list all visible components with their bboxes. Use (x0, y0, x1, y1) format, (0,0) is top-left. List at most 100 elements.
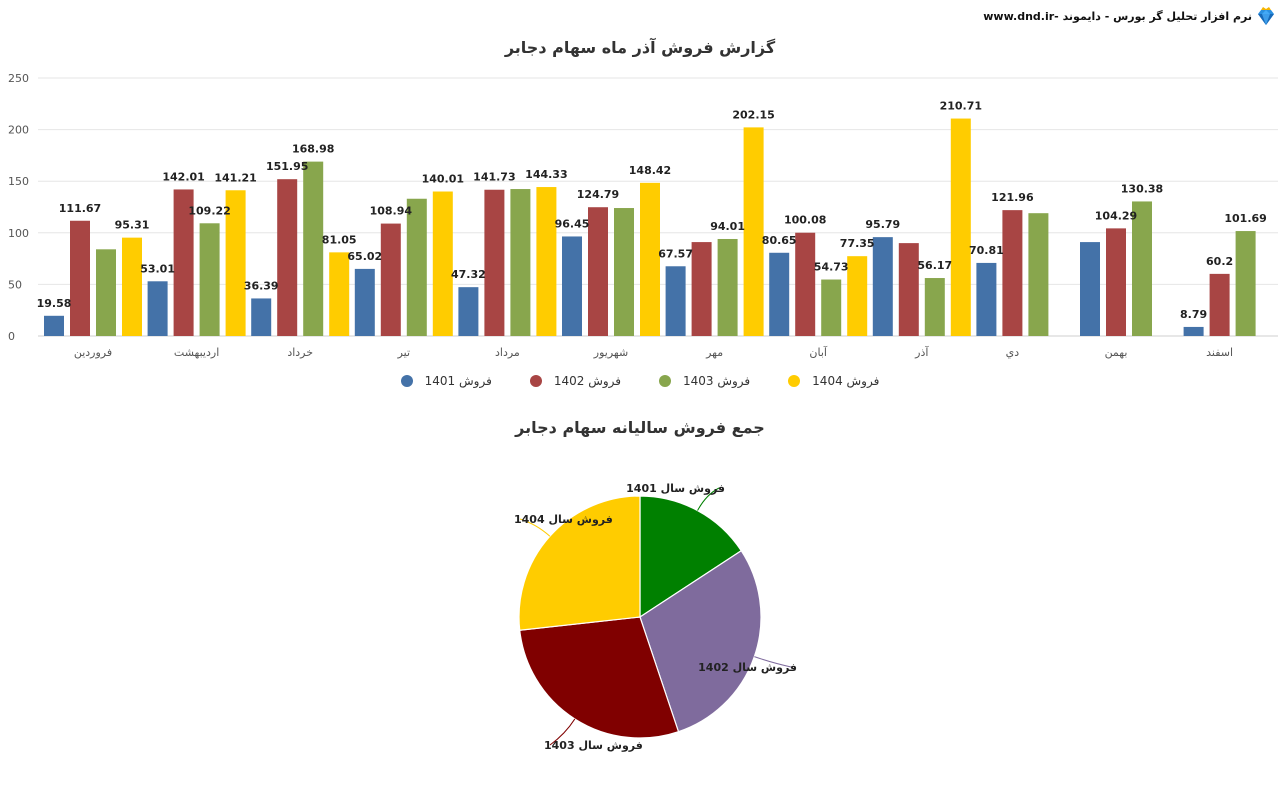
data-label: 101.69 (1224, 212, 1266, 225)
data-label: 144.33 (525, 168, 567, 181)
x-tick-label: اردیبهشت (174, 346, 219, 359)
x-tick-label: آبان (809, 345, 827, 359)
y-tick-label: 50 (8, 278, 22, 291)
bar[interactable] (432, 191, 453, 336)
bar[interactable] (976, 262, 997, 336)
bar[interactable] (122, 237, 142, 336)
legend-item[interactable]: فروش 1404 (788, 374, 879, 388)
legend-item[interactable]: فروش 1403 (659, 374, 750, 388)
bar[interactable] (821, 279, 842, 336)
legend-item[interactable]: فروش 1402 (529, 374, 621, 388)
bar[interactable] (1106, 228, 1126, 336)
bar[interactable] (562, 236, 582, 336)
legend-item[interactable]: فروش 1401 (400, 374, 492, 388)
bar-chart-title: گزارش فروش آذر ماه سهام دجابر (504, 38, 776, 57)
data-label: 47.32 (451, 268, 486, 281)
bar[interactable] (484, 189, 505, 336)
bar-series (44, 118, 1256, 337)
bar[interactable] (70, 220, 90, 336)
legend-dot-icon (788, 375, 801, 387)
bar[interactable] (898, 243, 919, 336)
data-label: 148.42 (629, 164, 671, 177)
bar[interactable] (665, 266, 686, 336)
bar[interactable] (588, 207, 608, 336)
bar[interactable] (44, 315, 64, 336)
chart-legend: فروش 1401 فروش 1402 فروش 1403 فروش 1404 (0, 374, 1280, 388)
data-label: 151.95 (266, 160, 308, 173)
x-tick-label: آذر (914, 345, 929, 359)
bar[interactable] (640, 182, 660, 336)
data-label: 60.2 (1206, 255, 1233, 268)
x-tick-label: مرداد (495, 346, 520, 359)
data-label: 94.01 (710, 220, 745, 233)
x-axis-labels: فروردین اردیبهشت خرداد تیر مرداد شهریور مهر آبا… (74, 345, 1233, 359)
bar[interactable] (1183, 326, 1204, 336)
bar[interactable] (1002, 210, 1023, 336)
data-label: 70.81 (969, 244, 1004, 257)
bar[interactable] (691, 242, 712, 336)
bar[interactable] (924, 278, 945, 336)
bar[interactable] (614, 208, 634, 336)
pie-slice[interactable] (518, 495, 641, 631)
x-tick-label: دي (1006, 346, 1020, 359)
y-axis-ticks: 0 50 100 150 200 250 (8, 72, 29, 343)
x-tick-label: بهمن (1105, 346, 1128, 359)
pie-slices (518, 495, 762, 739)
bar[interactable] (354, 268, 375, 336)
x-tick-label: اسفند (1206, 346, 1233, 359)
x-tick-label: تیر (397, 346, 410, 359)
bar[interactable] (795, 232, 816, 336)
x-tick-label: خرداد (287, 346, 313, 359)
bar[interactable] (406, 198, 427, 336)
legend-dot-icon (529, 375, 542, 387)
y-tick-label: 200 (8, 124, 29, 137)
bar[interactable] (199, 223, 220, 336)
bar[interactable] (251, 298, 272, 336)
bar[interactable] (1209, 273, 1230, 336)
legend-dot-icon (400, 375, 413, 387)
bar[interactable] (769, 252, 790, 336)
bar[interactable] (1028, 213, 1049, 336)
bar[interactable] (277, 179, 298, 336)
bar[interactable] (1080, 242, 1100, 336)
bar[interactable] (847, 256, 868, 336)
leader-line (697, 487, 720, 511)
bar[interactable] (147, 281, 168, 336)
data-label: 77.35 (840, 237, 875, 250)
data-labels: 19.58 111.67 95.31 53.01 142.01 109.22 141.21 3… (37, 100, 1267, 321)
data-label: 141.21 (214, 171, 256, 184)
data-label: 168.98 (292, 143, 334, 156)
bar[interactable] (96, 249, 116, 336)
bar[interactable] (303, 161, 324, 336)
pie-slice[interactable] (519, 616, 680, 739)
data-label: 104.29 (1095, 209, 1137, 222)
pie-chart-title: جمع فروش سالیانه سهام دجابر (515, 418, 765, 437)
bar[interactable] (1132, 201, 1152, 336)
bar[interactable] (329, 252, 350, 336)
leader-line (519, 518, 551, 537)
pie-leader-lines (519, 487, 792, 746)
data-label: 141.73 (473, 171, 515, 184)
data-label: 109.22 (188, 204, 230, 217)
pie-slice[interactable] (639, 495, 743, 619)
bar[interactable] (458, 287, 479, 336)
legend-label: فروش 1401 (424, 374, 492, 388)
data-label: 140.01 (422, 173, 464, 186)
x-tick-label: فروردین (74, 346, 112, 359)
bar[interactable] (743, 127, 764, 337)
pie-label: فروش سال 1402 (698, 661, 797, 674)
bar[interactable] (717, 238, 738, 336)
leader-line (754, 656, 792, 668)
bar[interactable] (173, 189, 194, 336)
bar[interactable] (872, 237, 893, 336)
bar[interactable] (225, 190, 246, 336)
bar[interactable] (950, 118, 971, 337)
bar[interactable] (536, 187, 557, 336)
pie-slice[interactable] (639, 549, 762, 733)
data-label: 121.96 (991, 191, 1034, 204)
bar[interactable] (1235, 231, 1256, 336)
bar[interactable] (510, 189, 531, 336)
pie-label: فروش سال 1401 (626, 482, 725, 495)
bar[interactable] (380, 223, 401, 336)
data-label: 81.05 (322, 233, 357, 246)
